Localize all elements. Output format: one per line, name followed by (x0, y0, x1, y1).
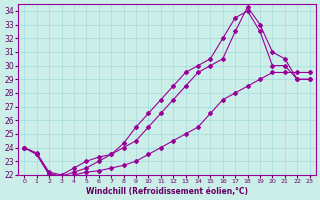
X-axis label: Windchill (Refroidissement éolien,°C): Windchill (Refroidissement éolien,°C) (86, 187, 248, 196)
